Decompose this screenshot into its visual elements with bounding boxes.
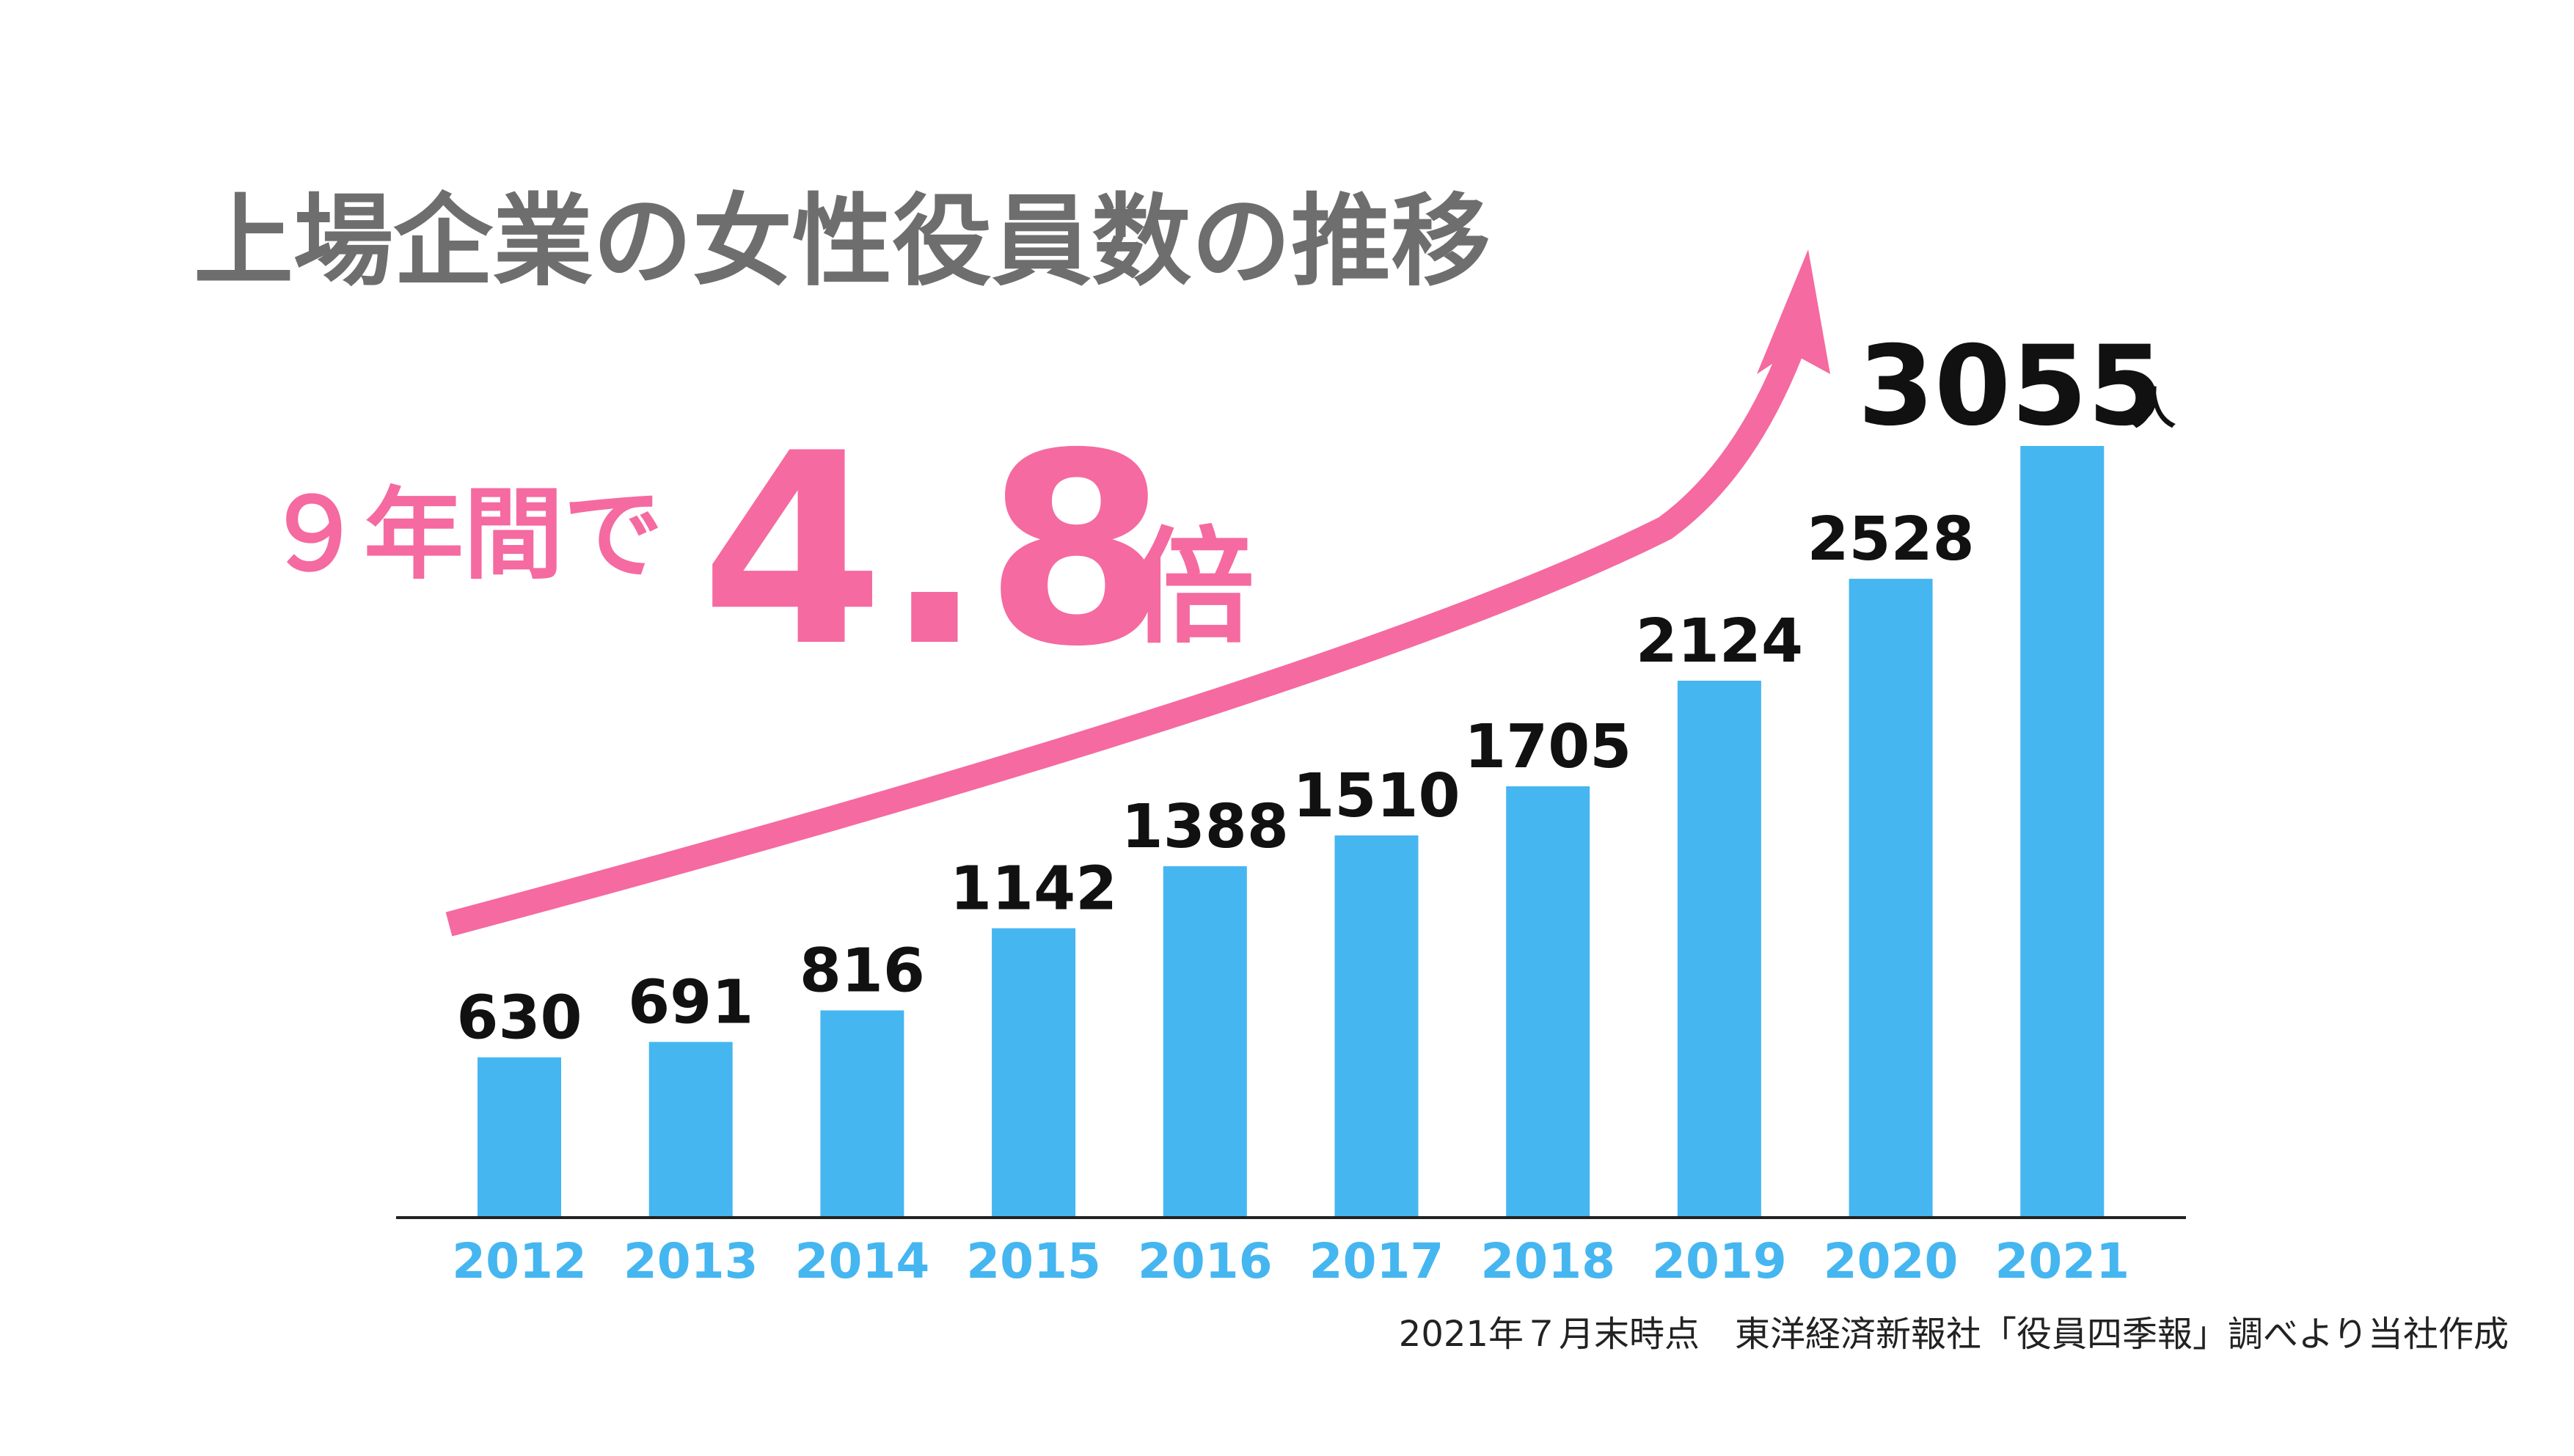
tick-label-2013: 2013 [624, 1233, 758, 1289]
growth-arrow-line [445, 340, 1805, 937]
tick-label-2014: 2014 [795, 1233, 930, 1289]
value-label-2018: 1705 [1464, 712, 1631, 782]
value-label-2017: 1510 [1293, 761, 1460, 831]
bar-2021 [2020, 446, 2105, 1216]
tick-label-2021: 2021 [1995, 1233, 2129, 1289]
value-label-2021: 3055 [1858, 323, 2164, 450]
bar-2014 [820, 1010, 904, 1216]
growth-arrow [445, 249, 1830, 937]
tick-label-2016: 2016 [1138, 1233, 1273, 1289]
annotation-prefix: ９年間で [264, 478, 663, 593]
bars-layer [478, 446, 2105, 1216]
value-unit-label: 人 [2132, 384, 2176, 435]
chart-title: 上場企業の女性役員数の推移 [194, 184, 1491, 300]
tick-labels-layer: 2012 2013 2014 2015 2016 2017 2018 2019 2020 2021 [452, 1233, 2129, 1289]
bar-2020 [1849, 579, 1933, 1216]
tick-label-2012: 2012 [452, 1233, 587, 1289]
tick-label-2020: 2020 [1824, 1233, 1959, 1289]
value-label-2019: 2124 [1636, 607, 1803, 676]
tick-label-2019: 2019 [1652, 1233, 1787, 1289]
tick-label-2018: 2018 [1480, 1233, 1615, 1289]
value-label-2012: 630 [456, 984, 582, 1053]
value-label-2014: 816 [800, 937, 925, 1006]
bar-2018 [1506, 786, 1590, 1216]
value-label-2013: 691 [628, 968, 753, 1038]
value-label-2020: 2528 [1807, 505, 1974, 574]
value-label-2015: 1142 [950, 855, 1117, 924]
bar-2015 [992, 928, 1076, 1216]
growth-arrow-head [1757, 249, 1830, 374]
bar-2012 [478, 1057, 561, 1216]
source-note: 2021年７月末時点 東洋経済新報社「役員四季報」調べより当社作成 [1399, 1314, 2509, 1355]
annotation-number: 4.8 [701, 397, 1169, 704]
bar-2019 [1677, 681, 1761, 1216]
bar-2017 [1334, 835, 1419, 1216]
value-label-2016: 1388 [1122, 792, 1289, 862]
annotation-suffix: 倍 [1130, 516, 1254, 661]
tick-label-2017: 2017 [1309, 1233, 1444, 1289]
bar-2013 [648, 1042, 733, 1216]
annotation: ９年間で 4.8 倍 [264, 397, 1254, 704]
tick-label-2015: 2015 [966, 1233, 1101, 1289]
bar-2016 [1163, 866, 1247, 1216]
